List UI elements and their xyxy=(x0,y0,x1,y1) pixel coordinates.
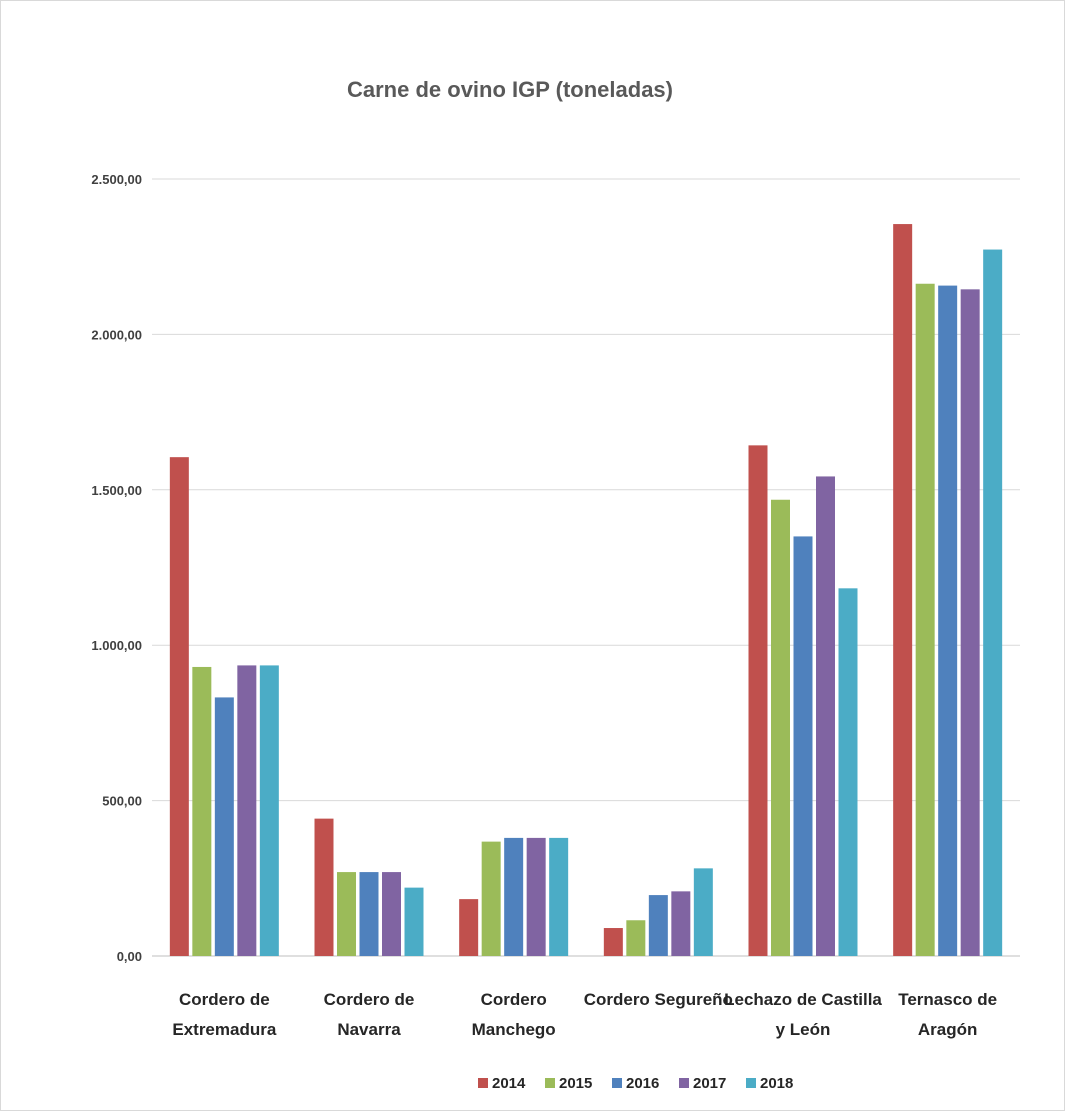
y-tick-label: 500,00 xyxy=(102,794,142,809)
bar-2016 xyxy=(648,895,668,956)
bar-2015 xyxy=(337,872,356,956)
bar-2014 xyxy=(893,224,913,957)
y-tick-label: 2.000,00 xyxy=(91,327,142,342)
bar-2018 xyxy=(693,868,713,956)
bar-2014 xyxy=(748,445,768,956)
x-axis-category-labels: Cordero de Extremadura Cordero de Navarra Co… xyxy=(172,990,997,1039)
legend-label-2018: 2018 xyxy=(760,1075,793,1092)
y-tick-label: 2.500,00 xyxy=(91,172,142,187)
y-tick-label: 1.500,00 xyxy=(91,483,142,498)
legend-label-2016: 2016 xyxy=(626,1075,659,1092)
legend-swatch-2014 xyxy=(478,1078,488,1088)
bar-2016 xyxy=(359,872,379,956)
y-tick-label: 1.000,00 xyxy=(91,638,142,653)
y-tick-label: 0,00 xyxy=(117,949,142,964)
bar-2016 xyxy=(504,837,524,956)
bar-2016 xyxy=(214,697,234,956)
gridlines xyxy=(152,178,1020,957)
x-category-label: Cordero Manchego xyxy=(472,990,556,1039)
bar-2017 xyxy=(671,891,691,956)
legend-swatch-2016 xyxy=(612,1078,622,1088)
bar-2014 xyxy=(314,818,334,956)
bar-2018 xyxy=(404,887,424,956)
x-category-label: Ternasco de Aragón xyxy=(898,990,997,1039)
bar-2017 xyxy=(816,476,835,956)
legend: 2014 2015 2016 2017 2018 xyxy=(478,1075,793,1092)
bar-2015 xyxy=(915,283,935,956)
bar-2017 xyxy=(382,872,401,956)
chart-title: Carne de ovino IGP (toneladas) xyxy=(347,77,673,102)
legend-swatch-2018 xyxy=(746,1078,756,1088)
bar-2017 xyxy=(526,837,546,956)
bar-2015 xyxy=(771,499,790,956)
x-category-label: Cordero Segureño xyxy=(584,990,733,1009)
bar-2018 xyxy=(838,588,858,956)
bar-2015 xyxy=(192,666,212,956)
legend-label-2014: 2014 xyxy=(492,1075,526,1092)
bar-2016 xyxy=(793,536,813,956)
bar-2016 xyxy=(938,285,958,957)
bar-2017 xyxy=(237,665,257,956)
bar-2014 xyxy=(169,457,189,956)
bar-2018 xyxy=(983,249,1003,956)
x-category-label: Cordero de Extremadura xyxy=(172,990,276,1039)
legend-swatch-2017 xyxy=(679,1078,689,1088)
bar-2017 xyxy=(960,289,980,957)
legend-label-2017: 2017 xyxy=(693,1075,726,1092)
x-category-label: Lechazo de Castilla y León xyxy=(724,990,882,1039)
bar-2014 xyxy=(459,899,479,956)
legend-label-2015: 2015 xyxy=(559,1075,592,1092)
bar-2015 xyxy=(626,920,646,956)
x-category-label: Cordero de Navarra xyxy=(324,990,415,1039)
y-axis-tick-labels: 0,00 500,00 1.000,00 1.500,00 2.000,00 2.500,… xyxy=(91,172,142,964)
bar-2014 xyxy=(603,928,623,956)
legend-swatch-2015 xyxy=(545,1078,555,1088)
bar-2018 xyxy=(259,665,279,956)
bar-2018 xyxy=(549,837,569,956)
bar-2015 xyxy=(481,841,501,956)
bars xyxy=(169,224,1003,957)
